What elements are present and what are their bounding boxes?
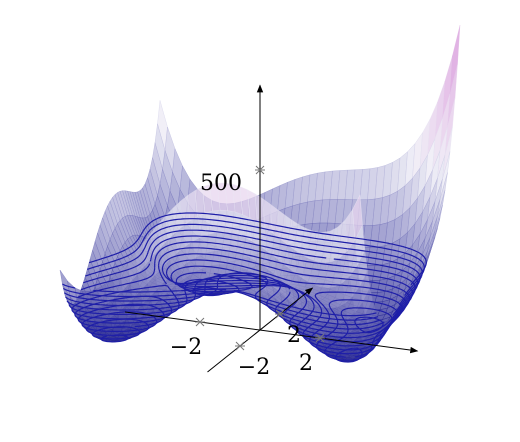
tick-mark xyxy=(195,317,205,327)
z-tick-label: 500 xyxy=(200,171,242,196)
contour xyxy=(66,235,419,334)
contour xyxy=(65,229,421,330)
contours xyxy=(62,212,427,363)
y-tick-label: 2 xyxy=(287,323,301,348)
contour xyxy=(62,212,427,317)
axes: −2 2 −2 2 500 xyxy=(124,84,419,380)
x-axis xyxy=(124,311,419,354)
contour xyxy=(63,218,425,321)
tick-mark xyxy=(255,165,265,175)
tick-mark xyxy=(235,341,245,351)
surface-patch xyxy=(352,194,363,241)
tick-mark xyxy=(315,333,325,343)
x-tick-label: −2 xyxy=(170,335,202,360)
x-tick-label: 2 xyxy=(299,351,313,376)
tick-mark xyxy=(275,309,285,319)
y-tick-label: −2 xyxy=(238,355,270,380)
